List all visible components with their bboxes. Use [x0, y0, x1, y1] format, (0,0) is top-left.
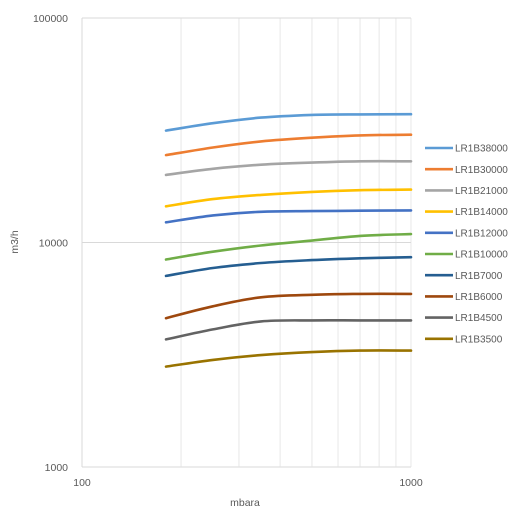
series-line [164, 255, 413, 278]
legend-label: LR1B7000 [455, 271, 503, 282]
y-tick-label: 100000 [33, 13, 68, 25]
series-line [164, 292, 413, 320]
series-line [164, 209, 413, 224]
y-axis-label: m3/h [9, 230, 21, 254]
series-line [164, 112, 413, 132]
series-line [164, 188, 413, 208]
legend-label: LR1B30000 [455, 165, 508, 176]
grid [81, 17, 412, 468]
series-line [164, 133, 413, 157]
legend-label: LR1B38000 [455, 144, 508, 155]
x-tick-label: 1000 [399, 477, 423, 489]
y-tick-label: 1000 [45, 462, 69, 474]
legend-label: LR1B6000 [455, 292, 503, 303]
legend-label: LR1B12000 [455, 228, 508, 239]
series-line [164, 319, 413, 341]
legend-label: LR1B3500 [455, 334, 503, 345]
series-group [164, 112, 413, 368]
legend: LR1B38000 LR1B30000 LR1B21000 LR1B14000 LR1B… [425, 144, 508, 345]
x-tick-label: 100 [73, 477, 91, 489]
legend-label: LR1B4500 [455, 313, 503, 324]
legend-label: LR1B21000 [455, 186, 508, 197]
tick-labels: 1000 10000 100000 100 1000 [33, 13, 423, 489]
legend-label: LR1B10000 [455, 250, 508, 261]
x-axis-label: mbara [230, 497, 260, 509]
legend-label: LR1B14000 [455, 207, 508, 218]
series-line [164, 349, 413, 368]
series-line [164, 232, 413, 261]
y-tick-label: 10000 [39, 238, 68, 250]
series-line [164, 159, 413, 177]
